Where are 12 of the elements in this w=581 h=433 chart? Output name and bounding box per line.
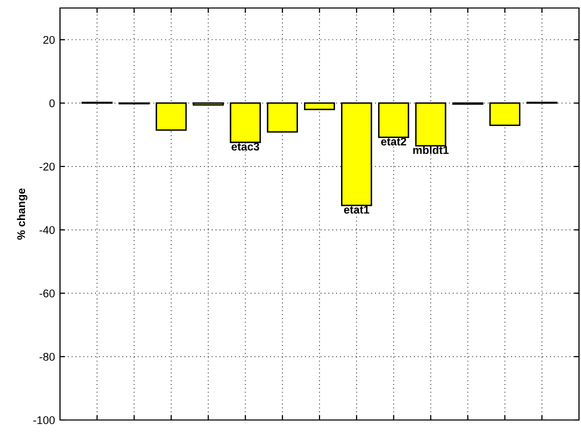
y-axis-title: % change	[16, 188, 28, 240]
data-label: mbldt1	[413, 146, 449, 154]
y-tick-label: 20	[43, 36, 55, 44]
y-tick-label: -100	[33, 416, 55, 424]
data-label: etat2	[381, 138, 406, 146]
data-label: etac3	[232, 142, 260, 151]
y-tick-label: 0	[49, 99, 55, 108]
y-tick-label: -20	[40, 162, 55, 171]
y-tick-label: -60	[40, 290, 55, 298]
y-tick-label: -80	[40, 352, 55, 361]
y-tick-label: -40	[40, 226, 55, 234]
data-label: etat1	[344, 206, 370, 214]
